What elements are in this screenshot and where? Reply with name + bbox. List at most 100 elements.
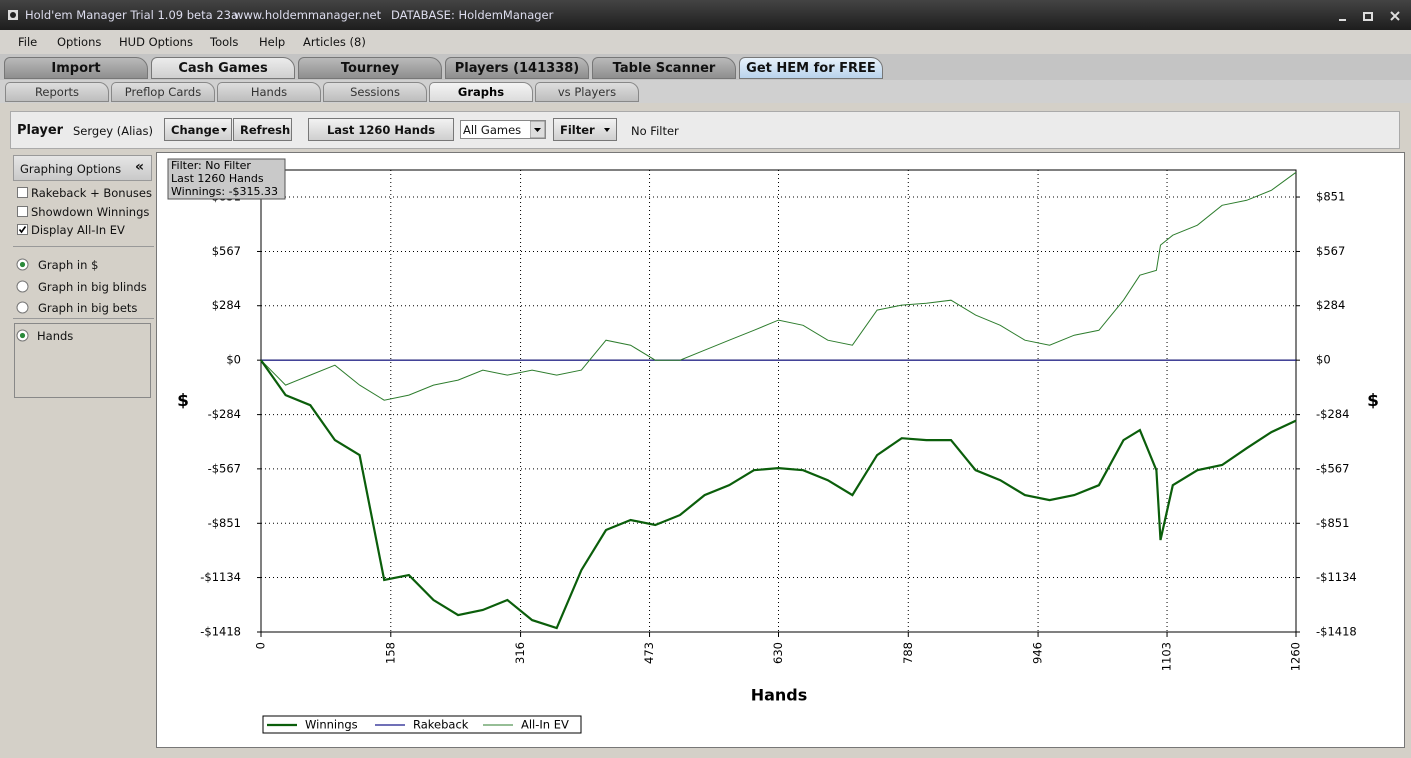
dropdown-arrow <box>530 121 545 138</box>
x-axis-label: Hands <box>751 686 808 705</box>
subtab[interactable]: Graphs <box>429 82 533 102</box>
x-tick-label: 0 <box>254 642 268 649</box>
tab[interactable]: Get HEM for FREE <box>739 57 883 79</box>
checkbox-label[interactable]: Display All-In EV <box>31 223 125 237</box>
change-button[interactable]: Change <box>164 118 232 141</box>
checkbox-label[interactable]: Showdown Winnings <box>31 204 150 219</box>
legend <box>262 715 582 734</box>
checkbox[interactable] <box>16 223 29 236</box>
y-tick-label: -$1134 <box>200 570 241 584</box>
tooltip-line: Last 1260 Hands <box>171 172 264 185</box>
collapse-button[interactable]: « <box>135 159 145 175</box>
menu-item[interactable]: File <box>18 35 38 49</box>
x-tick-label: 630 <box>771 642 785 664</box>
player-label: Player <box>17 123 64 138</box>
subtab[interactable]: vs Players <box>535 82 639 102</box>
tooltip-line: Filter: No Filter <box>171 159 251 172</box>
tab[interactable]: Cash Games <box>151 57 295 79</box>
y-tick-label: -$1418 <box>200 625 241 639</box>
menu-item[interactable]: Options <box>57 35 102 49</box>
x-tick-label: 1103 <box>1160 642 1174 671</box>
y-tick-label: -$851 <box>208 516 241 530</box>
games-dropdown[interactable]: All Games <box>460 120 546 139</box>
checkbox-label[interactable]: Rakeback + Bonuses <box>31 186 152 200</box>
filter-status: No Filter <box>631 124 679 138</box>
y2-tick-label: -$851 <box>1316 516 1349 530</box>
legend-label: Winnings <box>305 718 358 732</box>
x-tick-label: 788 <box>901 642 915 664</box>
window-database: DATABASE: HoldemManager <box>391 8 554 22</box>
y-tick-label: $284 <box>212 298 241 312</box>
radio-label[interactable]: Graph in $ <box>38 258 99 272</box>
tooltip <box>167 158 286 200</box>
options-header: Graphing Options « <box>13 155 152 181</box>
window-controls[interactable] <box>1335 10 1405 24</box>
checkbox[interactable] <box>16 186 29 199</box>
toolbar: Player Sergey (Alias) Change Refresh Las… <box>10 111 1400 149</box>
radio[interactable] <box>16 258 29 271</box>
tab[interactable]: Table Scanner <box>592 57 736 79</box>
filter-button[interactable]: Filter <box>553 118 617 141</box>
options-title: Graphing Options <box>20 162 122 176</box>
refresh-button[interactable]: Refresh <box>233 118 292 141</box>
y-tick-label: $567 <box>212 244 241 258</box>
legend-label: Rakeback <box>413 718 469 732</box>
y2-tick-label: $284 <box>1316 298 1345 312</box>
y2-tick-label: -$284 <box>1316 407 1349 421</box>
radio[interactable] <box>16 280 29 293</box>
y2-tick-label: -$567 <box>1316 461 1349 475</box>
dropdown-arrow <box>604 128 610 132</box>
subtab[interactable]: Reports <box>5 82 109 102</box>
window-title: Hold'em Manager Trial 1.09 beta 23a <box>25 8 239 22</box>
radio[interactable] <box>16 329 29 342</box>
separator <box>13 318 154 319</box>
y2-axis-label: $ <box>1367 391 1379 411</box>
subtab-bar: Reports Preflop Cards Hands Sessions Graphs v… <box>0 80 1411 103</box>
graphing-options-panel: Graphing Options « Rakeback + Bonuses Sho… <box>10 152 155 748</box>
menu-item[interactable]: Articles (8) <box>303 35 366 49</box>
tab[interactable]: Players (141338) <box>445 57 589 79</box>
x-tick-label: 316 <box>513 642 527 664</box>
x-tick-label: 158 <box>383 642 397 664</box>
tab[interactable]: Import <box>4 57 148 79</box>
y2-tick-label: -$1418 <box>1316 625 1357 639</box>
y-axis-label: $ <box>177 391 189 411</box>
y2-tick-label: $0 <box>1316 353 1331 367</box>
x-tick-label: 946 <box>1031 642 1045 664</box>
tab[interactable]: Tourney <box>298 57 442 79</box>
games-label: All Games <box>463 123 522 137</box>
checkbox[interactable] <box>16 205 29 218</box>
window-url[interactable]: www.holdemmanager.net <box>234 8 382 22</box>
radio-label[interactable]: Hands <box>37 329 74 343</box>
radio[interactable] <box>16 301 29 314</box>
filter-label: Filter <box>560 123 595 137</box>
dropdown-arrow <box>221 128 227 132</box>
hands-button[interactable]: Last 1260 Hands <box>308 118 454 141</box>
subtab[interactable]: Hands <box>217 82 321 102</box>
tooltip-line: Winnings: -$315.33 <box>171 185 278 198</box>
chart-area: -$1418 -$1418 -$1134 -$1134 -$851 -$851 -$567 -… <box>156 152 1405 748</box>
series-line <box>260 171 1297 401</box>
subtab[interactable]: Sessions <box>323 82 427 102</box>
menu-item[interactable]: Help <box>259 35 286 49</box>
menu-bar: File Options HUD Options Tools Help Articles … <box>0 30 1411 54</box>
title-bar: Hold'em Manager Trial 1.09 beta 23a www.… <box>0 0 1411 30</box>
chart: -$1418 -$1418 -$1134 -$1134 -$851 -$851 -$567 -… <box>167 158 1379 734</box>
tab-bar: Import Cash Games Tourney Players (141338) T… <box>0 54 1411 80</box>
menu-item[interactable]: Tools <box>210 35 239 49</box>
menu-item[interactable]: HUD Options <box>119 35 193 49</box>
subtab[interactable]: Preflop Cards <box>111 82 215 102</box>
y2-tick-label: $851 <box>1316 190 1345 204</box>
y-tick-label: -$567 <box>208 461 241 475</box>
x-tick-label: 1260 <box>1289 642 1303 671</box>
radio-label[interactable]: Graph in big blinds <box>38 279 147 294</box>
y2-tick-label: $567 <box>1316 244 1345 258</box>
player-name: Sergey (Alias) <box>73 124 154 138</box>
separator <box>13 246 154 247</box>
radio-label[interactable]: Graph in big bets <box>38 301 138 315</box>
x-axis-box <box>14 323 151 398</box>
legend-label: All-In EV <box>521 718 569 732</box>
y-tick-label: -$284 <box>208 407 241 421</box>
y2-tick-label: -$1134 <box>1316 570 1357 584</box>
